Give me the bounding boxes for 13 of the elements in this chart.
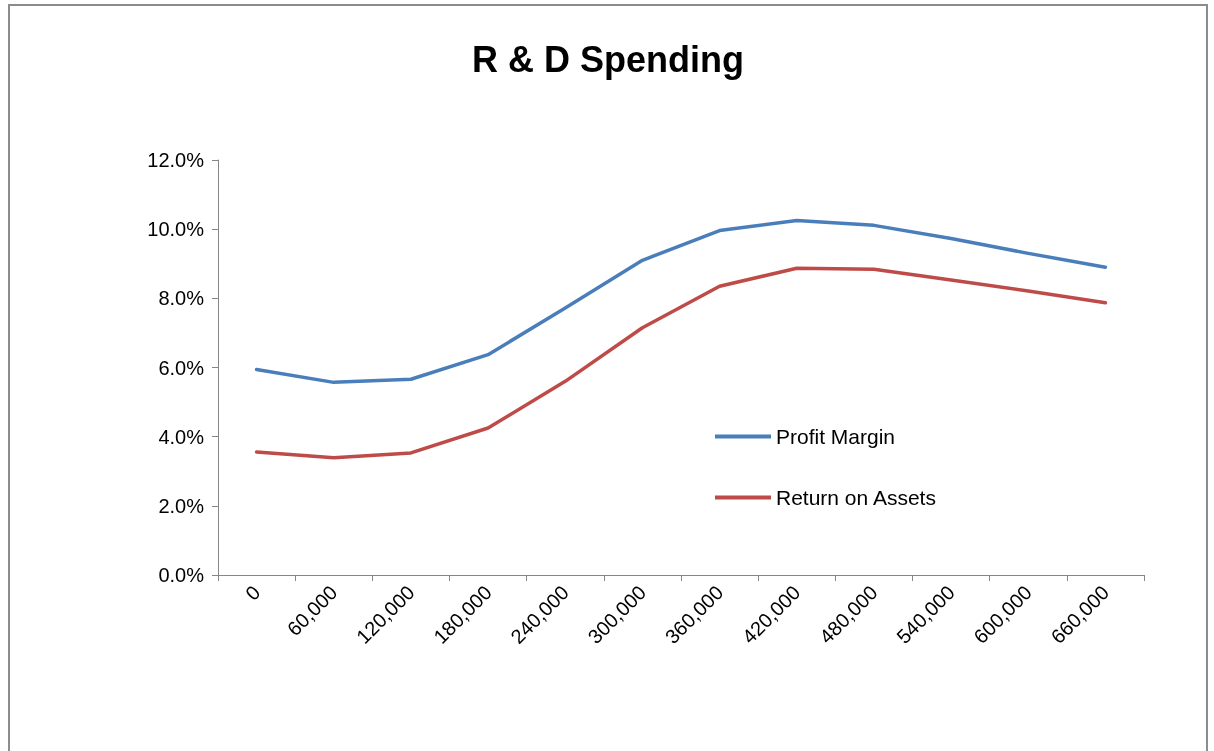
y-tick-label: 6.0%	[158, 356, 205, 379]
y-tick-label: 8.0%	[158, 287, 205, 310]
line-series	[254, 218, 1108, 385]
x-tick-label: 0	[240, 581, 265, 605]
y-tick-label: 2.0%	[158, 494, 205, 517]
y-tick-label: 10.0%	[147, 218, 205, 241]
legend-label: Profit Margin	[776, 425, 896, 448]
legend-label: Return on Assets	[776, 486, 936, 509]
y-tick-label: 12.0%	[147, 149, 205, 171]
chart-title: R & D Spending	[472, 38, 744, 80]
y-tick-label: 0.0%	[158, 564, 205, 586]
y-tick-label: 4.0%	[158, 425, 205, 448]
line-series	[254, 266, 1108, 460]
